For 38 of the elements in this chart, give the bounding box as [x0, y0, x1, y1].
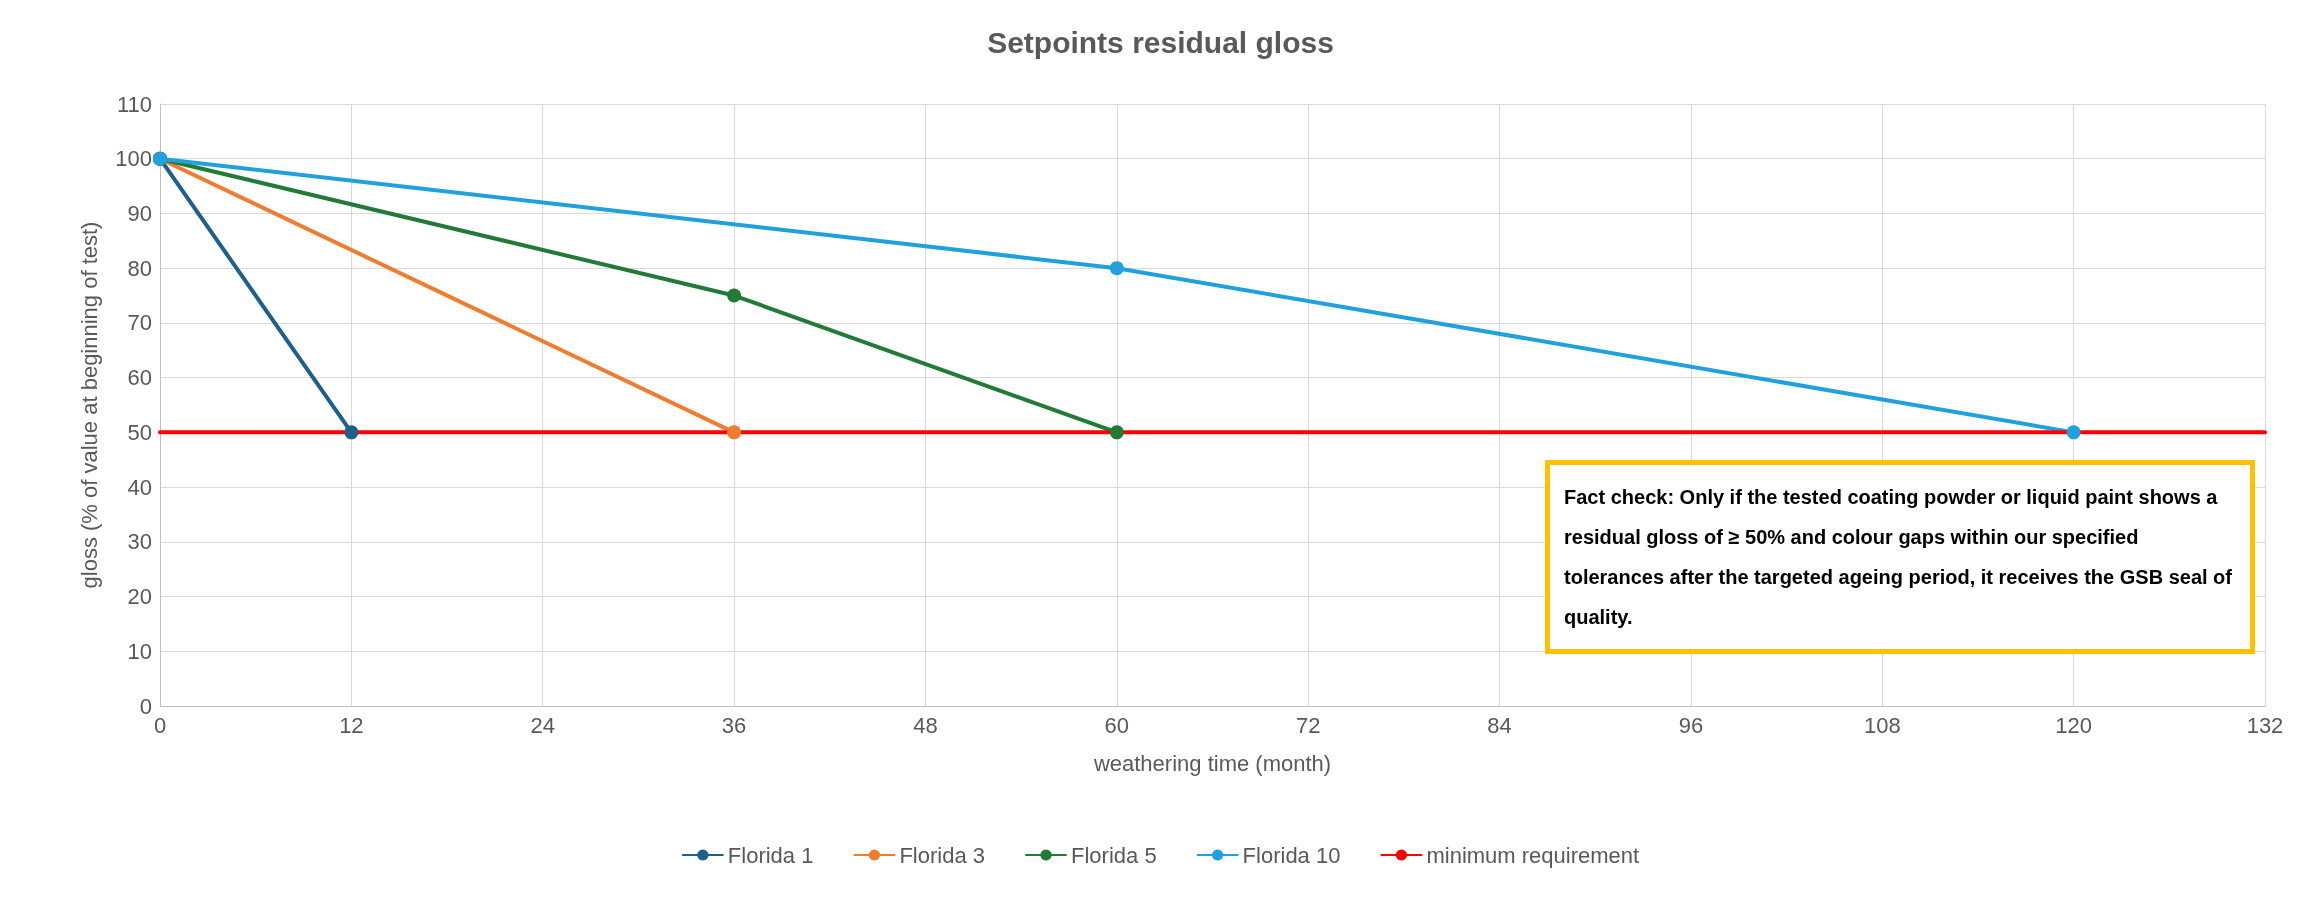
legend-label: Florida 5: [1071, 842, 1157, 868]
y-tick-label: 60: [127, 365, 152, 391]
y-tick-label: 40: [127, 474, 152, 500]
y-tick-label: 80: [127, 255, 152, 281]
legend-label: Florida 10: [1242, 842, 1341, 868]
x-tick-label: 84: [1487, 712, 1512, 738]
point: [1109, 261, 1124, 276]
y-tick-label: 90: [127, 200, 152, 226]
x-tick-label: 120: [2055, 712, 2092, 738]
x-tick-label: 72: [1295, 712, 1321, 738]
y-tick-label: 30: [127, 529, 152, 555]
y-axis-title: gloss (% of value at beginning of test): [76, 221, 102, 589]
y-tick-label: 100: [115, 146, 152, 172]
x-tick-label: 24: [530, 712, 555, 738]
point: [1109, 425, 1124, 440]
x-tick-label: 12: [339, 712, 364, 738]
legend-label: minimum requirement: [1426, 842, 1640, 868]
point: [727, 288, 742, 303]
x-tick-label: 132: [2246, 712, 2284, 738]
text-box: Fact check: Only if the tested coating powder or liquid paint shows a residual gloss of ≥ 50% and colour gaps within our specified tolerances after the targeted ageing period, it receives the GSB seal of quality.: [1545, 460, 2255, 654]
y-tick-label: 20: [127, 584, 152, 610]
y-tick-label: 50: [127, 419, 152, 445]
point: [727, 425, 742, 440]
x-axis-title: weathering time (month): [1092, 750, 1332, 776]
y-tick-label: 70: [127, 310, 152, 336]
y-tick-label: 0: [139, 693, 152, 719]
y-tick-label: 10: [127, 638, 152, 664]
x-tick-label: 96: [1678, 712, 1704, 738]
x-tick-label: 48: [913, 712, 938, 738]
x-tick-label: 36: [721, 712, 747, 738]
legend-label: Florida 1: [727, 842, 814, 868]
point: [344, 425, 359, 440]
point: [2066, 425, 2081, 440]
x-tick-label: 60: [1104, 712, 1130, 738]
legend-label: Florida 3: [899, 842, 986, 868]
chart-title: Setpoints residual gloss: [987, 25, 1334, 59]
x-tick-label: 108: [1863, 712, 1901, 738]
y-tick-label: 110: [116, 91, 152, 117]
